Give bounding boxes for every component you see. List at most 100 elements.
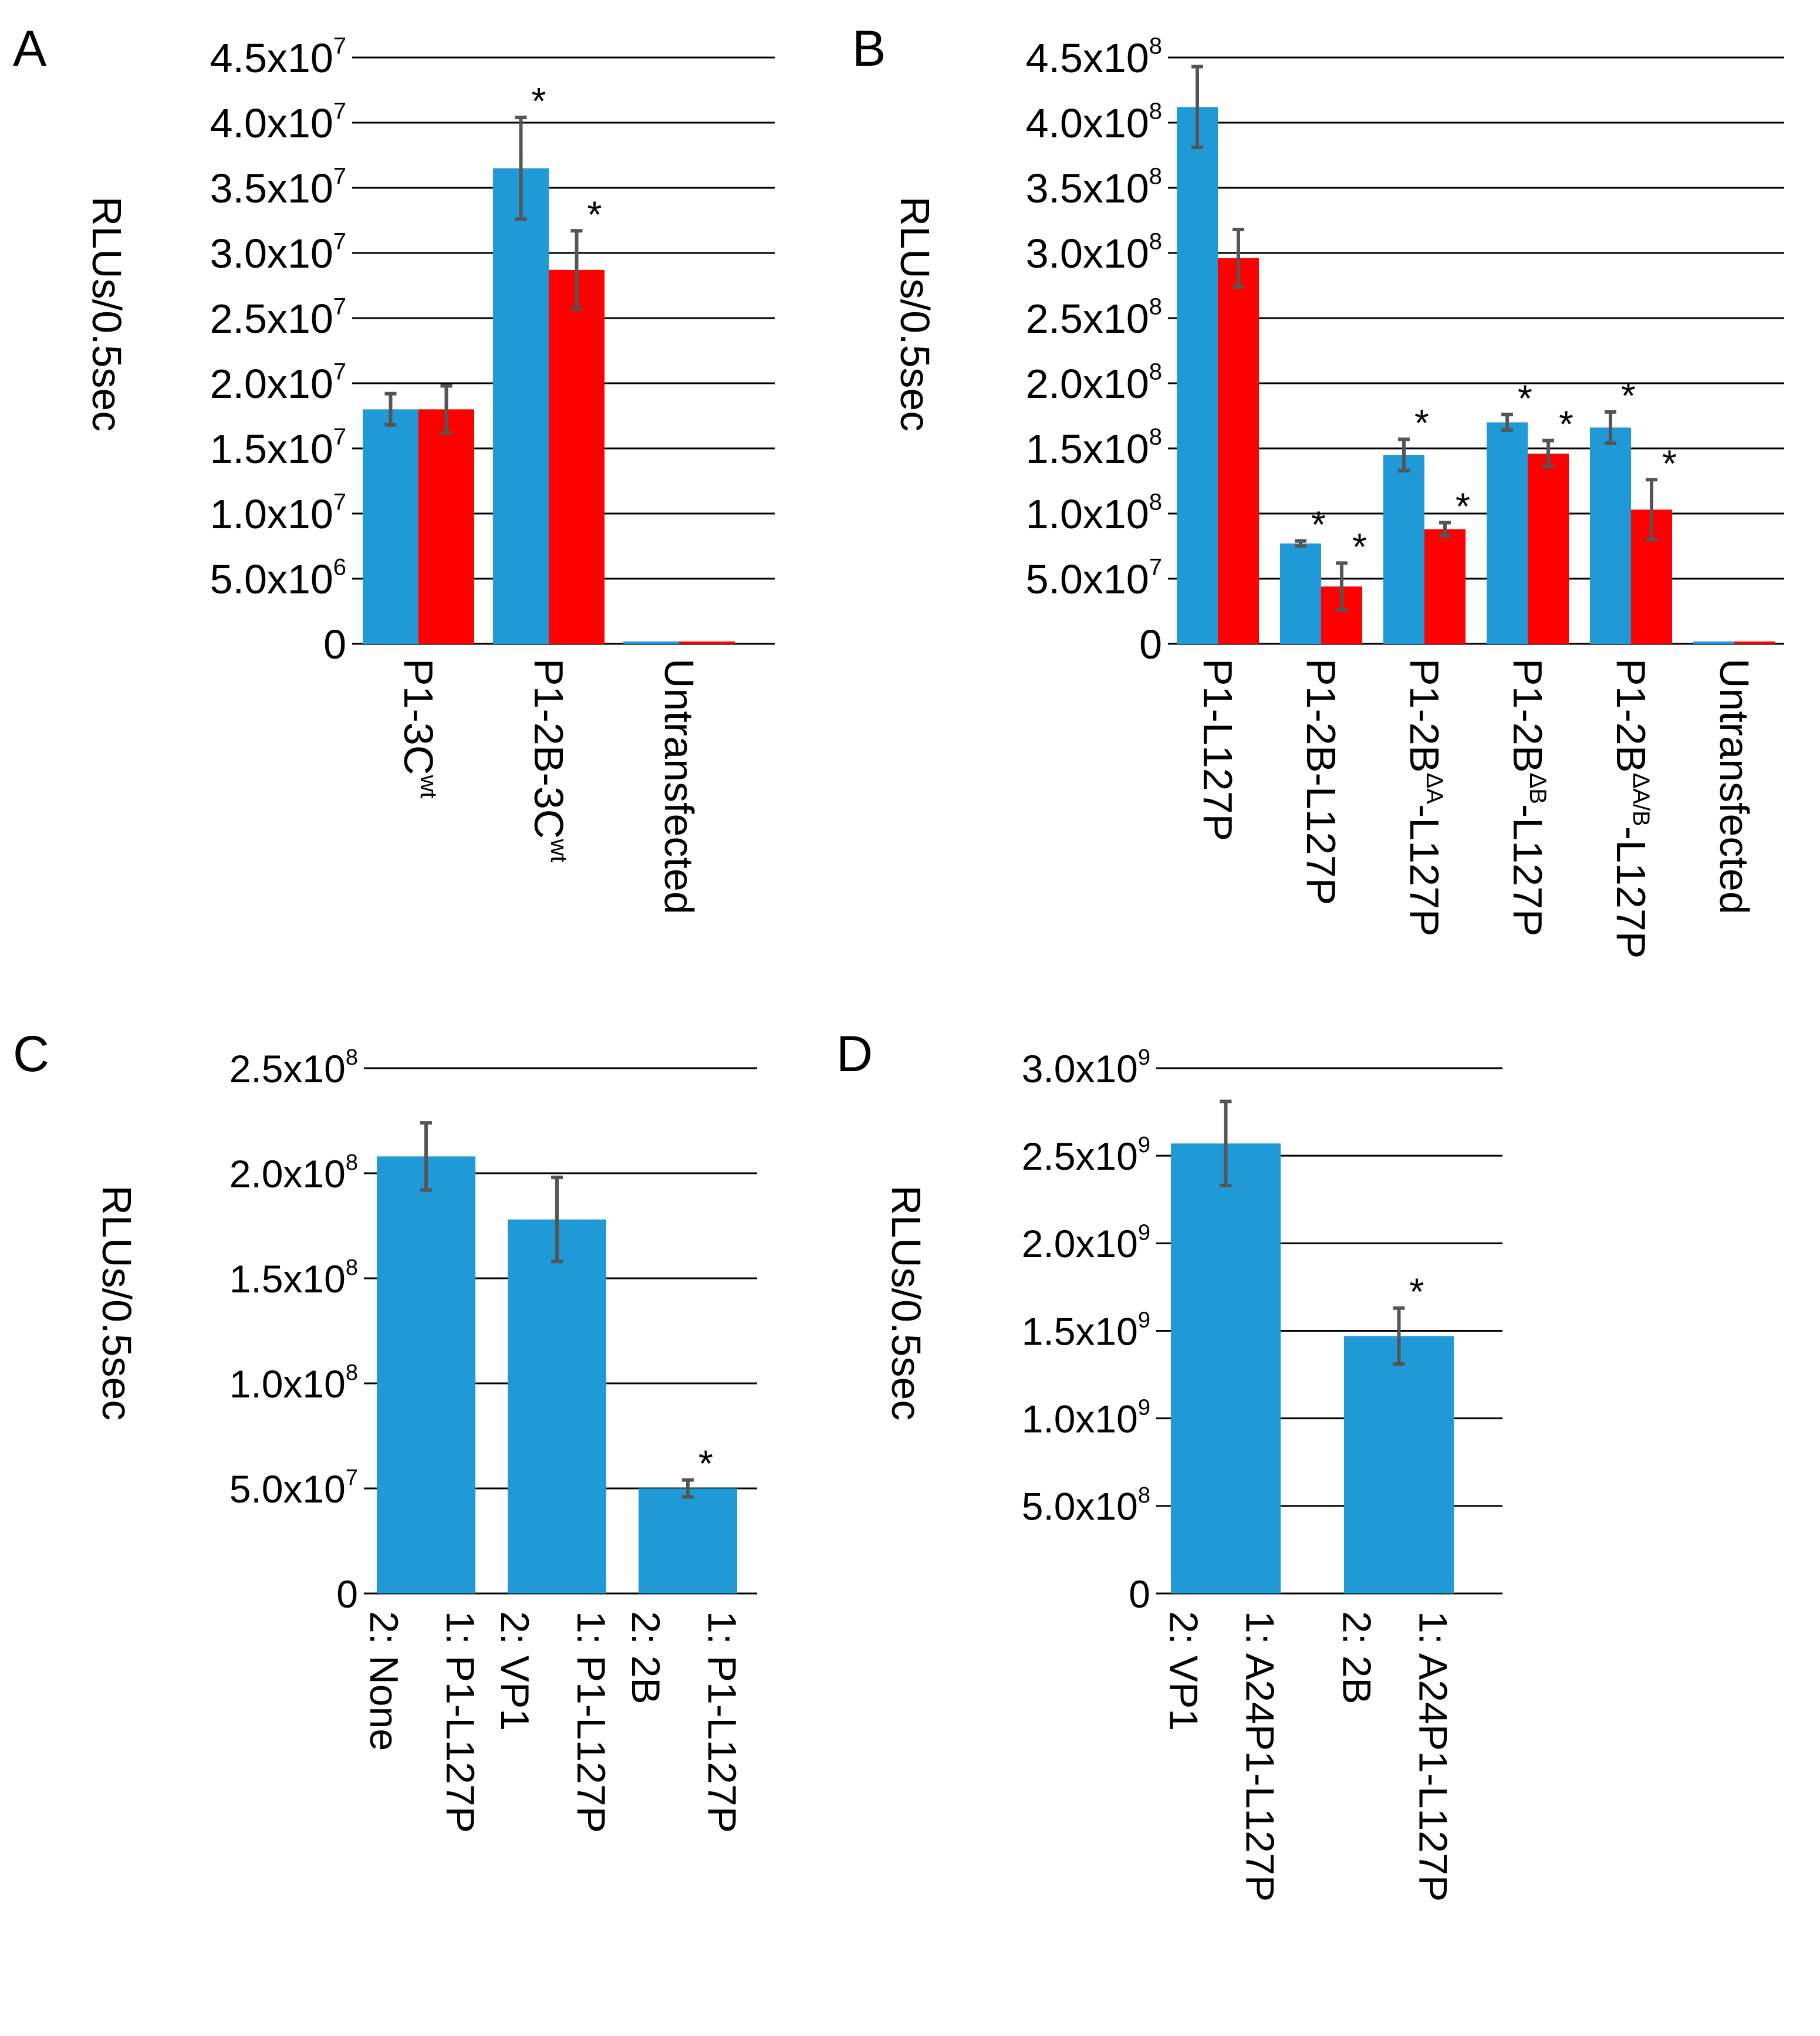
- panel-b-y-tick-label: 3.5x108: [1026, 164, 1162, 212]
- panel-b-y-tick-label: 1.0x108: [1026, 489, 1162, 538]
- panel-a-label: A: [13, 21, 47, 77]
- panel-a-bar-1-2: [493, 168, 549, 644]
- panel-d-y-tick-exponent: 9: [1138, 1220, 1150, 1245]
- panel-a-bar-2-3: [679, 641, 735, 644]
- panel-a-y-tick-mantissa: 5.0x10: [210, 556, 333, 602]
- panel-c-y-axis-label: RLUs/0.5sec: [94, 1186, 140, 1421]
- panel-b: B RLUs/0.5sec 05.0x1071.0x1081.5x1082.0x…: [852, 21, 1784, 959]
- panel-b-bar-2-6: [1734, 641, 1775, 644]
- panel-d-y-tick-mantissa: 1.5x10: [1022, 1309, 1138, 1353]
- panel-d-category-label-line1: 1: A24P1-L127P: [1238, 1611, 1282, 1902]
- panel-d-significance-marker: *: [1410, 1271, 1424, 1313]
- panel-c-category-label-line2: 2: VP1: [492, 1611, 537, 1731]
- panel-a-y-tick-label: 2.5x107: [210, 294, 346, 342]
- panel-b-y-tick-mantissa: 3.0x10: [1026, 231, 1149, 276]
- panel-d-y-axis-label: RLUs/0.5sec: [883, 1186, 929, 1421]
- panel-b-category-suffix: -L127P: [1505, 804, 1551, 937]
- panel-b-y-tick-mantissa: 5.0x10: [1026, 556, 1149, 602]
- panel-a-y-tick-mantissa: 3.5x10: [210, 166, 333, 211]
- panel-b-y-tick-mantissa: 2.0x10: [1026, 361, 1149, 407]
- panel-a-y-tick-label: 5.0x106: [210, 555, 346, 602]
- panel-c-category-label-line2: 2: None: [362, 1611, 406, 1751]
- panel-b-category-label: P1-2BΔB-L127P: [1505, 659, 1551, 937]
- panel-b-category-base: P1-2B: [1505, 659, 1551, 773]
- panel-c-bar-1-3: [639, 1488, 737, 1593]
- panel-b-bar-2-3: [1424, 529, 1466, 644]
- panel-c-y-tick-mantissa: 0: [336, 1572, 358, 1616]
- panel-d-y-tick-mantissa: 0: [1129, 1572, 1150, 1616]
- panel-b-y-tick-label: 2.5x108: [1026, 294, 1162, 342]
- panel-c-category-label-line1: 1: P1-L127P: [438, 1611, 482, 1833]
- panel-b-bar-1-5: [1590, 427, 1631, 644]
- panel-b-bar-2-1: [1218, 258, 1259, 644]
- panel-b-y-axis-label: RLUs/0.5sec: [892, 197, 938, 432]
- panel-a-y-tick-exponent: 7: [333, 424, 346, 450]
- panel-b-category-superscript: ΔB: [1525, 773, 1551, 804]
- panel-b-y-tick-mantissa: 0: [1139, 622, 1162, 667]
- panel-d-y-tick-label: 1.0x109: [1022, 1396, 1150, 1441]
- panel-d-y-tick-label: 2.0x109: [1022, 1220, 1150, 1265]
- panel-a-bar-2-2: [549, 269, 605, 644]
- panel-b-significance-marker: *: [1559, 403, 1573, 445]
- panel-a-significance-marker: *: [532, 80, 546, 122]
- panel-b-y-tick-mantissa: 4.0x10: [1026, 100, 1149, 146]
- panel-a-significance-marker: *: [587, 193, 602, 235]
- panel-b-significance-marker: *: [1414, 401, 1429, 444]
- panel-b-bar-1-1: [1177, 107, 1218, 644]
- panel-d-y-tick-exponent: 9: [1138, 1045, 1150, 1070]
- panel-b-y-tick-exponent: 8: [1149, 489, 1162, 515]
- panel-a-y-tick-mantissa: 1.5x10: [210, 426, 333, 472]
- panel-d-bar-1-1: [1171, 1143, 1281, 1593]
- panel-b-y-tick-label: 0: [1139, 622, 1162, 667]
- panel-b-category-label: P1-L127P: [1195, 659, 1241, 841]
- panel-a-y-tick-exponent: 7: [333, 229, 346, 255]
- panel-a-y-tick-exponent: 7: [333, 164, 346, 190]
- panel-a-category-base: Untransfected: [656, 659, 702, 914]
- panel-c-y-tick-exponent: 8: [346, 1255, 358, 1280]
- panel-c-label: C: [13, 1026, 49, 1082]
- panel-c: C RLUs/0.5sec 05.0x1071.0x1081.5x1082.0x…: [13, 1026, 757, 1833]
- panel-b-y-tick-mantissa: 2.5x10: [1026, 296, 1149, 342]
- panel-b-y-tick-label: 4.5x108: [1026, 33, 1162, 82]
- panel-a-y-tick-mantissa: 4.5x10: [210, 35, 333, 81]
- panel-b-bar-2-4: [1528, 453, 1569, 644]
- panel-d: D RLUs/0.5sec 05.0x1081.0x1091.5x1092.0x…: [836, 1026, 1502, 1902]
- panel-b-bar-1-3: [1383, 455, 1424, 644]
- panel-b-bar-1-6: [1693, 641, 1734, 644]
- panel-a-y-tick-exponent: 7: [333, 489, 346, 515]
- panel-c-y-tick-mantissa: 2.0x10: [229, 1152, 346, 1196]
- panel-b-significance-marker: *: [1311, 504, 1326, 546]
- panel-c-y-tick-mantissa: 1.5x10: [229, 1257, 346, 1301]
- panel-c-category-label-line2: 2: 2B: [623, 1611, 668, 1704]
- panel-a-y-tick-mantissa: 1.0x10: [210, 491, 333, 537]
- panel-b-y-tick-mantissa: 1.0x10: [1026, 491, 1149, 537]
- panel-b-category-base: P1-2B: [1608, 659, 1654, 773]
- panel-a-y-tick-label: 0: [323, 622, 346, 667]
- panel-c-y-tick-exponent: 8: [346, 1150, 358, 1175]
- panel-b-y-tick-label: 4.0x108: [1026, 99, 1162, 147]
- panel-c-y-tick-label: 2.5x108: [229, 1045, 358, 1090]
- panel-a-y-axis-label: RLUs/0.5sec: [84, 197, 130, 432]
- panel-d-y-tick-mantissa: 3.0x10: [1022, 1047, 1138, 1090]
- panel-b-category-suffix: -L127P: [1608, 826, 1654, 959]
- panel-a-category-superscript: wt: [546, 838, 572, 862]
- panel-a-y-tick-label: 2.0x107: [210, 359, 346, 407]
- panel-d-y-tick-mantissa: 2.5x10: [1022, 1135, 1138, 1178]
- panel-d-category-label-line2: 2: 2B: [1335, 1611, 1379, 1704]
- panel-d-label: D: [836, 1026, 873, 1082]
- panel-d-category-label-line2: 2: VP1: [1161, 1611, 1206, 1731]
- panel-a-y-tick-label: 3.5x107: [210, 164, 346, 212]
- panel-a-y-tick-exponent: 7: [333, 359, 346, 385]
- panel-a-y-tick-label: 1.0x107: [210, 489, 346, 538]
- panel-a-bar-2-1: [418, 409, 474, 644]
- panel-b-y-tick-exponent: 8: [1149, 294, 1162, 320]
- panel-b-category-base: Untransfected: [1711, 659, 1757, 914]
- panel-a-category-base: P1-2B-3C: [526, 659, 572, 839]
- panel-a-y-tick-mantissa: 0: [323, 622, 346, 667]
- panel-d-y-tick-mantissa: 2.0x10: [1022, 1222, 1138, 1265]
- panel-b-y-tick-mantissa: 1.5x10: [1026, 426, 1149, 472]
- panel-b-significance-marker: *: [1352, 525, 1367, 568]
- panel-a-category-superscript: wt: [416, 774, 441, 798]
